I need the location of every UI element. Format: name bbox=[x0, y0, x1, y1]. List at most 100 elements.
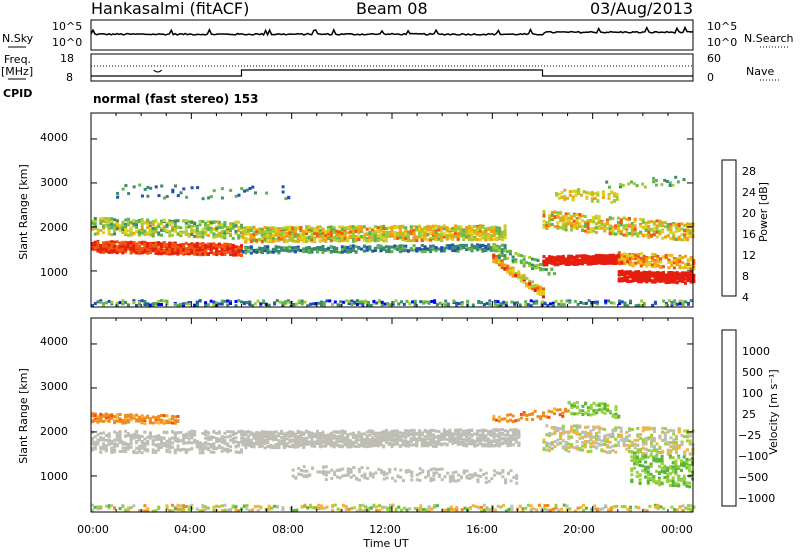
power-cell bbox=[619, 220, 623, 224]
power-cell bbox=[354, 237, 358, 241]
power-cell bbox=[467, 247, 471, 251]
power-cell bbox=[115, 245, 119, 249]
power-cell bbox=[362, 249, 366, 253]
power-cell bbox=[566, 196, 570, 200]
power-cell bbox=[578, 262, 582, 266]
power-cell bbox=[176, 303, 180, 307]
power-cell bbox=[650, 227, 654, 231]
power-cell bbox=[288, 227, 292, 231]
power-cell bbox=[102, 231, 105, 235]
power-cell bbox=[129, 229, 133, 233]
power-cell bbox=[655, 224, 659, 228]
power-cell bbox=[465, 234, 468, 238]
power-cell bbox=[533, 289, 537, 292]
power-cell bbox=[107, 229, 111, 233]
power-cell bbox=[571, 189, 575, 193]
velocity-cell bbox=[126, 445, 130, 449]
freq-dip bbox=[153, 69, 163, 73]
power-cell bbox=[556, 215, 560, 219]
power-cell bbox=[608, 224, 612, 228]
velocity-cell bbox=[209, 437, 213, 441]
power-cell bbox=[195, 229, 199, 233]
power-cell bbox=[470, 235, 474, 239]
power-cell bbox=[508, 271, 512, 275]
power-cell bbox=[503, 233, 507, 237]
velocity-cell bbox=[206, 431, 210, 435]
power-cell bbox=[162, 219, 166, 222]
power-cell bbox=[223, 251, 227, 254]
velocity-cell bbox=[223, 442, 227, 446]
power-cell bbox=[645, 262, 649, 266]
velocity-cell bbox=[215, 446, 219, 450]
power-cell bbox=[462, 230, 466, 233]
velocity-cell bbox=[255, 438, 259, 441]
power-cell bbox=[592, 226, 596, 230]
power-cell bbox=[265, 191, 269, 195]
power-cell bbox=[675, 257, 679, 261]
power-cell bbox=[132, 244, 136, 248]
power-cell bbox=[589, 227, 593, 231]
power-cell bbox=[611, 229, 615, 233]
velocity-cell bbox=[310, 444, 314, 448]
power-cell bbox=[681, 266, 685, 270]
power-cell bbox=[118, 242, 122, 246]
power-cell bbox=[559, 255, 563, 259]
power-cell bbox=[318, 246, 322, 250]
velocity-cell bbox=[99, 431, 103, 435]
power-cell bbox=[129, 226, 133, 230]
power-cell bbox=[300, 299, 304, 303]
power-cell bbox=[293, 226, 297, 230]
power-cell bbox=[351, 237, 355, 240]
power-cell bbox=[678, 260, 682, 264]
power-cell bbox=[671, 183, 675, 187]
power-cell bbox=[631, 257, 635, 261]
power-cell bbox=[273, 302, 277, 306]
power-cell bbox=[346, 225, 350, 229]
velocity-cell bbox=[187, 448, 191, 452]
power-cell bbox=[630, 225, 634, 229]
power-cell bbox=[550, 213, 554, 217]
power-cell bbox=[343, 236, 347, 240]
power-cell bbox=[570, 215, 574, 219]
power-cell bbox=[113, 228, 117, 232]
power-cell bbox=[318, 232, 322, 236]
power-cell bbox=[129, 251, 133, 255]
velocity-cell bbox=[258, 438, 262, 442]
velocity-cell bbox=[244, 438, 248, 442]
power-cell bbox=[561, 261, 565, 265]
velocity-cell bbox=[324, 443, 328, 447]
power-cell bbox=[420, 250, 424, 254]
power-cell bbox=[476, 248, 479, 252]
power-cell bbox=[572, 212, 576, 216]
power-cell bbox=[195, 245, 199, 248]
power-cell bbox=[165, 299, 169, 303]
power-cell bbox=[497, 255, 501, 258]
power-cell bbox=[459, 247, 463, 251]
power-cell bbox=[396, 231, 399, 235]
power-cell bbox=[592, 217, 596, 221]
power-cell bbox=[148, 228, 152, 232]
power-cell bbox=[285, 227, 289, 231]
velocity-cell bbox=[302, 441, 306, 445]
power-cell bbox=[212, 300, 216, 304]
power-cell bbox=[96, 244, 100, 248]
velocity-cell bbox=[99, 436, 103, 440]
power-cell bbox=[343, 234, 347, 238]
power-cell bbox=[258, 228, 262, 232]
power-cell bbox=[545, 257, 549, 261]
power-cell bbox=[376, 226, 380, 229]
power-cell bbox=[137, 232, 141, 236]
power-cell bbox=[299, 229, 303, 233]
velocity-cell bbox=[140, 442, 144, 446]
power-cell bbox=[524, 300, 528, 304]
power-cell bbox=[339, 300, 343, 304]
power-cell bbox=[572, 214, 576, 218]
power-cell bbox=[195, 232, 199, 236]
power-cell bbox=[586, 219, 590, 223]
power-cell bbox=[561, 222, 565, 226]
power-cell bbox=[187, 220, 191, 224]
power-cell bbox=[409, 230, 413, 234]
power-cell bbox=[592, 229, 596, 233]
power-cell bbox=[678, 302, 682, 306]
power-cell bbox=[322, 301, 326, 305]
